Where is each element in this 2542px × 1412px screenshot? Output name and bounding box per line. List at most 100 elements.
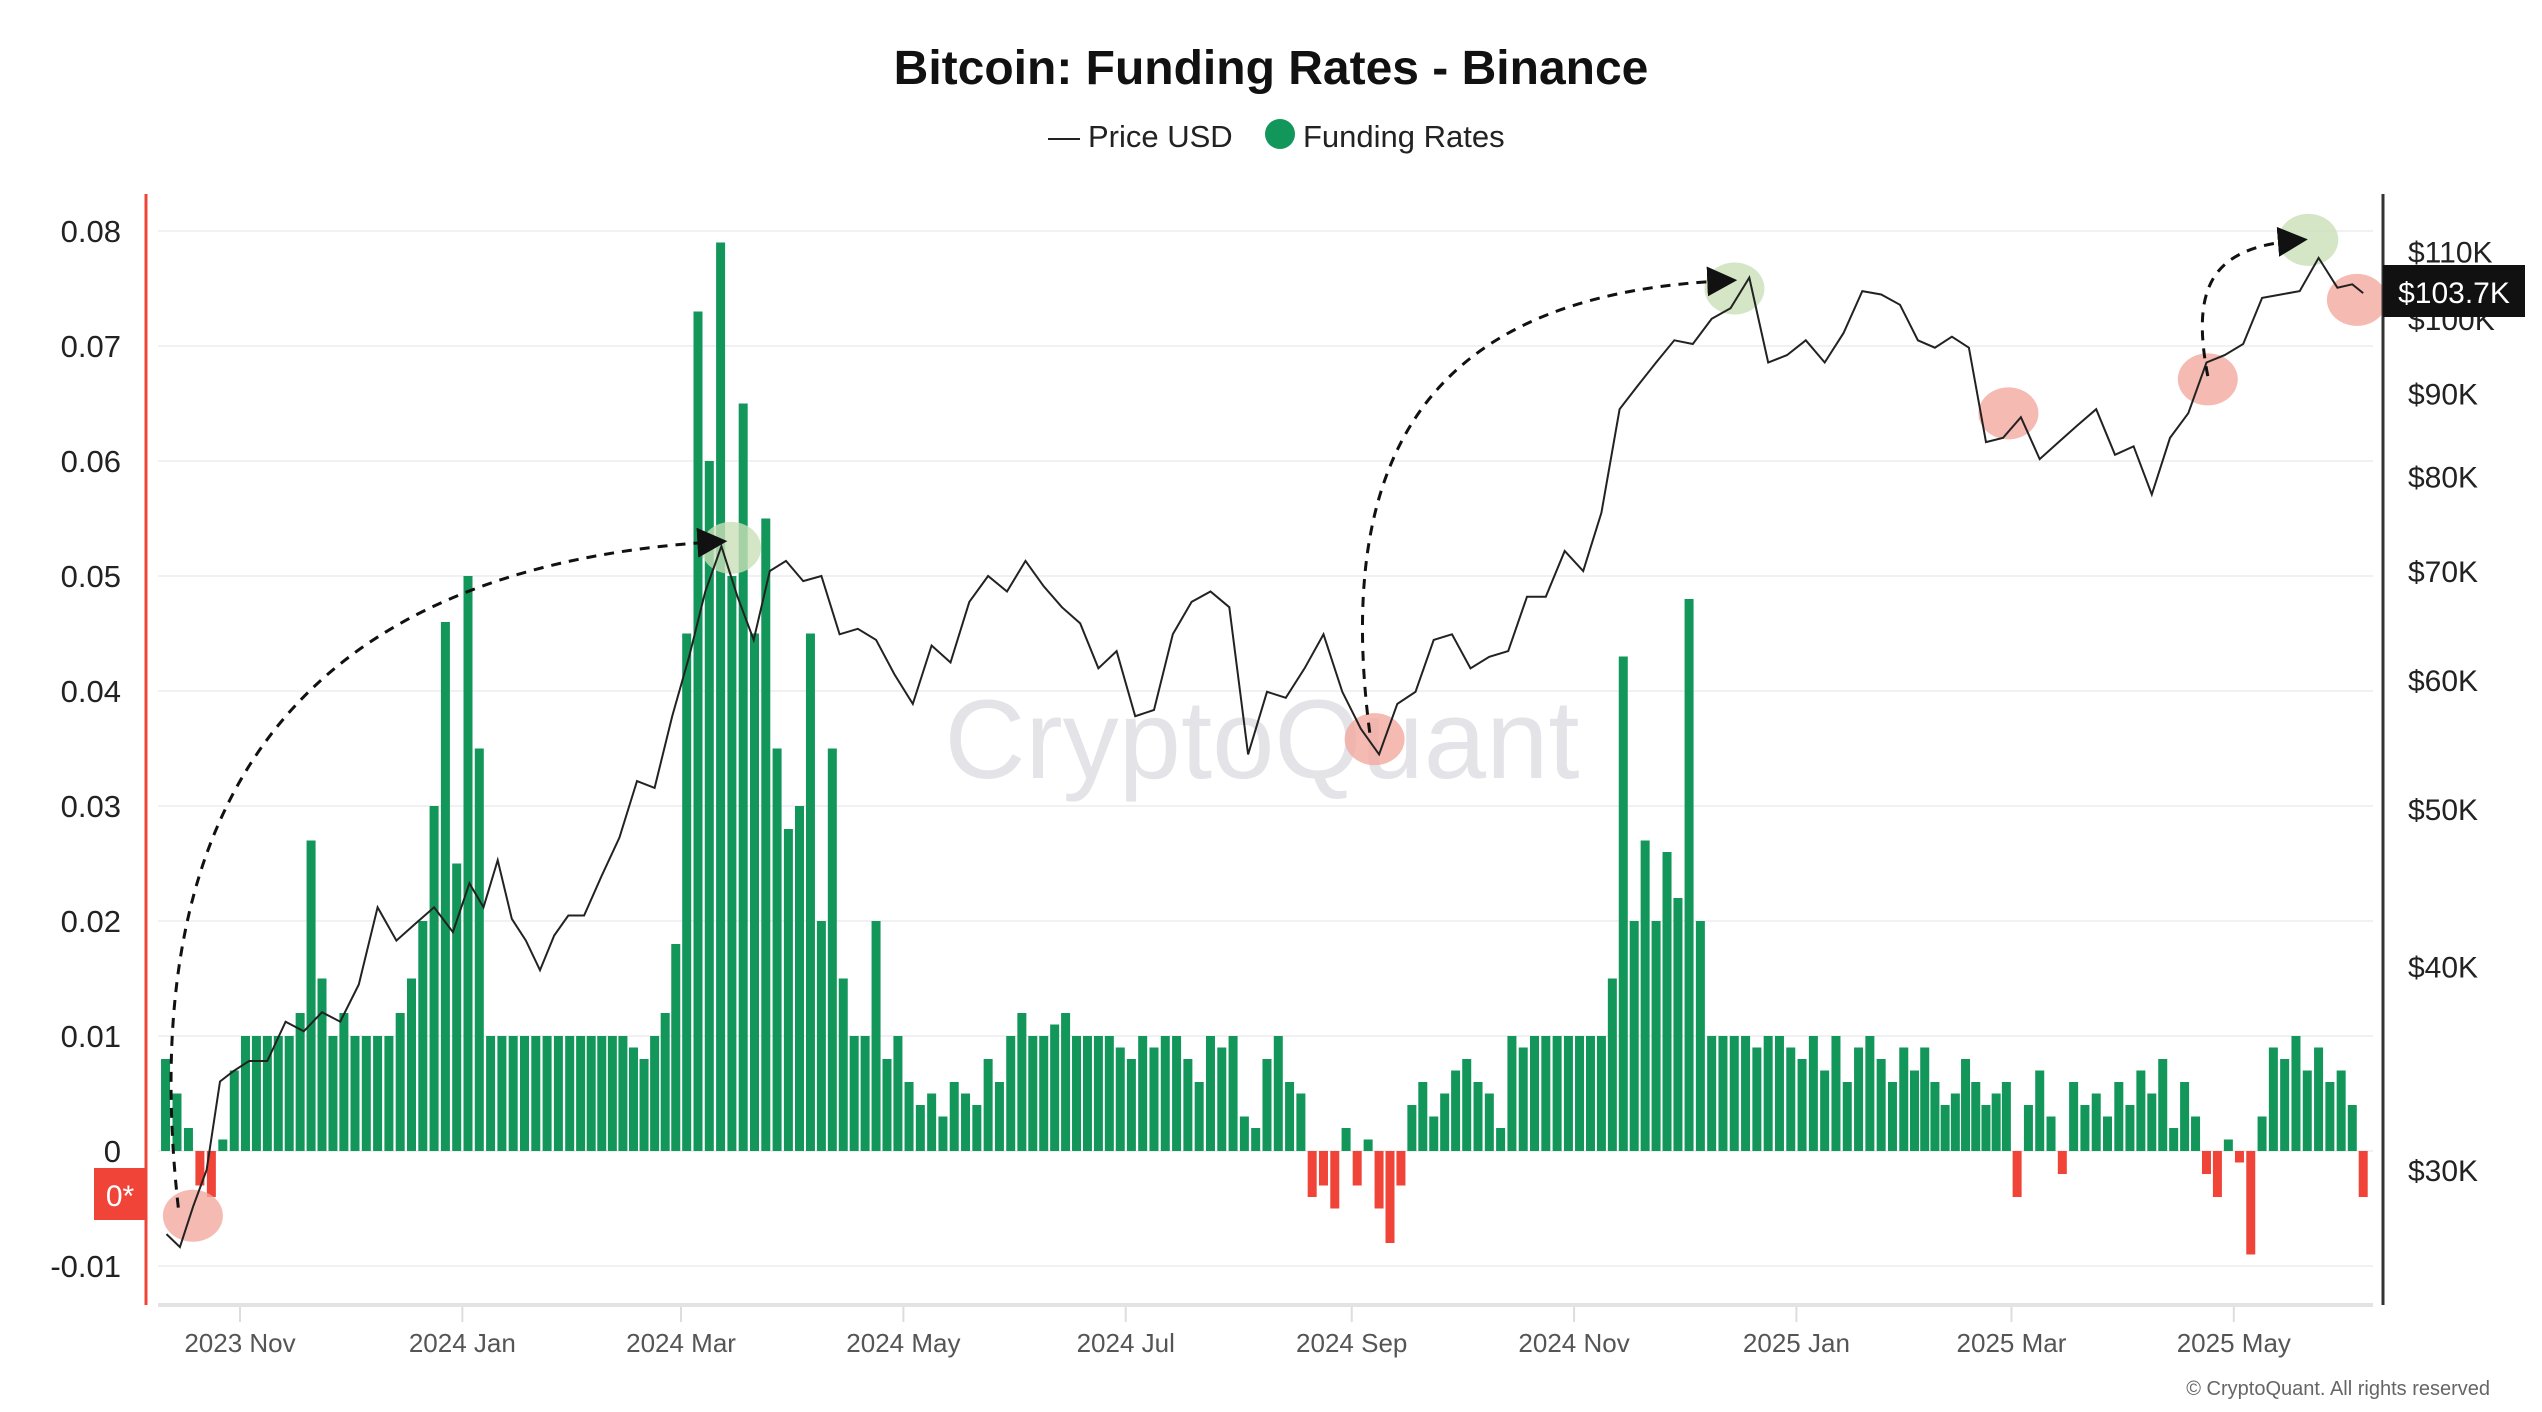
funding-rate-bar (1484, 1093, 1494, 1151)
funding-rate-bar (2147, 1093, 2157, 1151)
funding-rate-bar (1585, 1036, 1595, 1151)
right-axis-ticks: $30K$40K$50K$60K$70K$80K$90K$100K$110K (2408, 236, 2495, 1188)
x-tick-label: 2025 May (2177, 1328, 2291, 1358)
funding-rate-bar (671, 944, 681, 1151)
x-tick-label: 2024 Sep (1296, 1328, 1407, 1358)
funding-rate-bar (586, 1036, 596, 1151)
highlight-low-circle (162, 1189, 223, 1242)
funding-rate-bar (2257, 1116, 2267, 1151)
funding-rate-bar (2091, 1093, 2101, 1151)
funding-rate-bar (474, 748, 484, 1151)
funding-rate-bars (161, 242, 2368, 1255)
funding-rate-bar (1887, 1082, 1897, 1151)
funding-rate-bar (639, 1059, 649, 1151)
left-axis-ticks: 0.08 0.07 0.06 0.05 0.04 0.03 0.02 0.01 0 -0.01 (50, 214, 121, 1284)
funding-rate-bar (2223, 1139, 2233, 1151)
funding-rate-bar (1640, 840, 1650, 1151)
funding-rate-bar (1831, 1036, 1841, 1151)
funding-rate-bar (395, 1013, 405, 1151)
funding-rate-bar (607, 1036, 617, 1151)
funding-rate-bar (2280, 1059, 2290, 1151)
funding-rate-bar (2080, 1105, 2090, 1151)
funding-rate-bar (1695, 921, 1705, 1151)
zero-marker-label: 0* (106, 1180, 135, 1213)
funding-rate-bar (1741, 1036, 1751, 1151)
funding-rate-bar (406, 978, 416, 1151)
funding-rate-bar (1194, 1082, 1204, 1151)
funding-rate-bar (2336, 1070, 2346, 1151)
funding-rate-bar (452, 863, 462, 1151)
funding-rate-bar (1865, 1036, 1875, 1151)
funding-rate-bar (660, 1013, 670, 1151)
x-tick-label: 2024 Jul (1077, 1328, 1175, 1358)
funding-rate-bar (1374, 1151, 1384, 1209)
funding-rate-bar (1307, 1151, 1317, 1197)
funding-rate-bar (1752, 1047, 1762, 1151)
funding-rate-bar (716, 242, 726, 1151)
x-axis-ticks: 2023 Nov 2024 Jan 2024 Mar 2024 May 2024 Jul… (184, 1307, 2291, 1358)
funding-rate-bar (961, 1093, 971, 1151)
funding-rate-bar (2358, 1151, 2368, 1197)
left-tick-label: 0.01 (61, 1019, 121, 1054)
funding-rate-bar (2136, 1070, 2146, 1151)
funding-rate-bar (306, 840, 316, 1151)
right-tick-label: $60K (2408, 665, 2478, 698)
funding-rate-bar (1352, 1151, 1362, 1186)
funding-rate-bar (1093, 1036, 1103, 1151)
highlight-low-circle (1978, 387, 2039, 440)
funding-rate-bar (2212, 1151, 2222, 1197)
funding-rate-bar (1920, 1047, 1930, 1151)
left-tick-label: 0 (104, 1134, 121, 1169)
funding-rate-bar (983, 1059, 993, 1151)
funding-rate-bar (1530, 1036, 1540, 1151)
funding-rate-bar (1285, 1082, 1295, 1151)
x-tick-label: 2025 Mar (1957, 1328, 2067, 1358)
funding-rate-bar (1684, 599, 1694, 1151)
funding-rate-bar (1462, 1059, 1472, 1151)
funding-rate-bar (195, 1151, 205, 1186)
funding-rate-bar (172, 1093, 182, 1151)
funding-rate-bar (1961, 1059, 1971, 1151)
funding-rate-bar (871, 921, 881, 1151)
funding-rate-bar (2114, 1082, 2124, 1151)
funding-rate-bar (827, 748, 837, 1151)
funding-rate-bar (1971, 1082, 1981, 1151)
funding-rate-bar (183, 1128, 193, 1151)
funding-rate-bar (1363, 1139, 1373, 1151)
funding-rate-bar (565, 1036, 575, 1151)
funding-rate-bar (2125, 1105, 2135, 1151)
funding-rate-bar (229, 1070, 239, 1151)
legend-funding-label: Funding Rates (1303, 119, 1505, 154)
x-tick-label: 2024 May (846, 1328, 960, 1358)
funding-rate-bar (772, 748, 782, 1151)
funding-rate-bar (738, 403, 748, 1151)
funding-rate-bar (704, 461, 714, 1151)
funding-rate-bar (1842, 1082, 1852, 1151)
funding-rate-bar (761, 518, 771, 1151)
highlight-high-circle (701, 521, 762, 574)
funding-rate-bar (2180, 1082, 2190, 1151)
funding-rate-bar (486, 1036, 496, 1151)
funding-rate-bar (628, 1047, 638, 1151)
chart-title: Bitcoin: Funding Rates - Binance (894, 42, 1649, 95)
funding-rate-bar (1273, 1036, 1283, 1151)
funding-rate-bar (1138, 1036, 1148, 1151)
left-tick-label: 0.02 (61, 904, 121, 939)
legend-price-label: Price USD (1088, 119, 1233, 154)
funding-rate-bar (361, 1036, 371, 1151)
funding-rate-bar (463, 576, 473, 1151)
funding-rate-bar (519, 1036, 529, 1151)
funding-rate-bar (240, 1036, 250, 1151)
funding-rate-bar (1808, 1036, 1818, 1151)
funding-rate-bar (860, 1036, 870, 1151)
funding-rate-bar (1950, 1093, 1960, 1151)
funding-rate-bar (1262, 1059, 1272, 1151)
funding-rate-bar (161, 1059, 171, 1151)
funding-rate-bar (317, 978, 327, 1151)
funding-rate-bar (273, 1036, 283, 1151)
funding-rate-bar (1786, 1047, 1796, 1151)
funding-rate-bar (1385, 1151, 1395, 1243)
legend: Price USD Funding Rates (1048, 119, 1505, 154)
left-tick-label: 0.04 (61, 674, 121, 709)
funding-rate-bar (972, 1105, 982, 1151)
